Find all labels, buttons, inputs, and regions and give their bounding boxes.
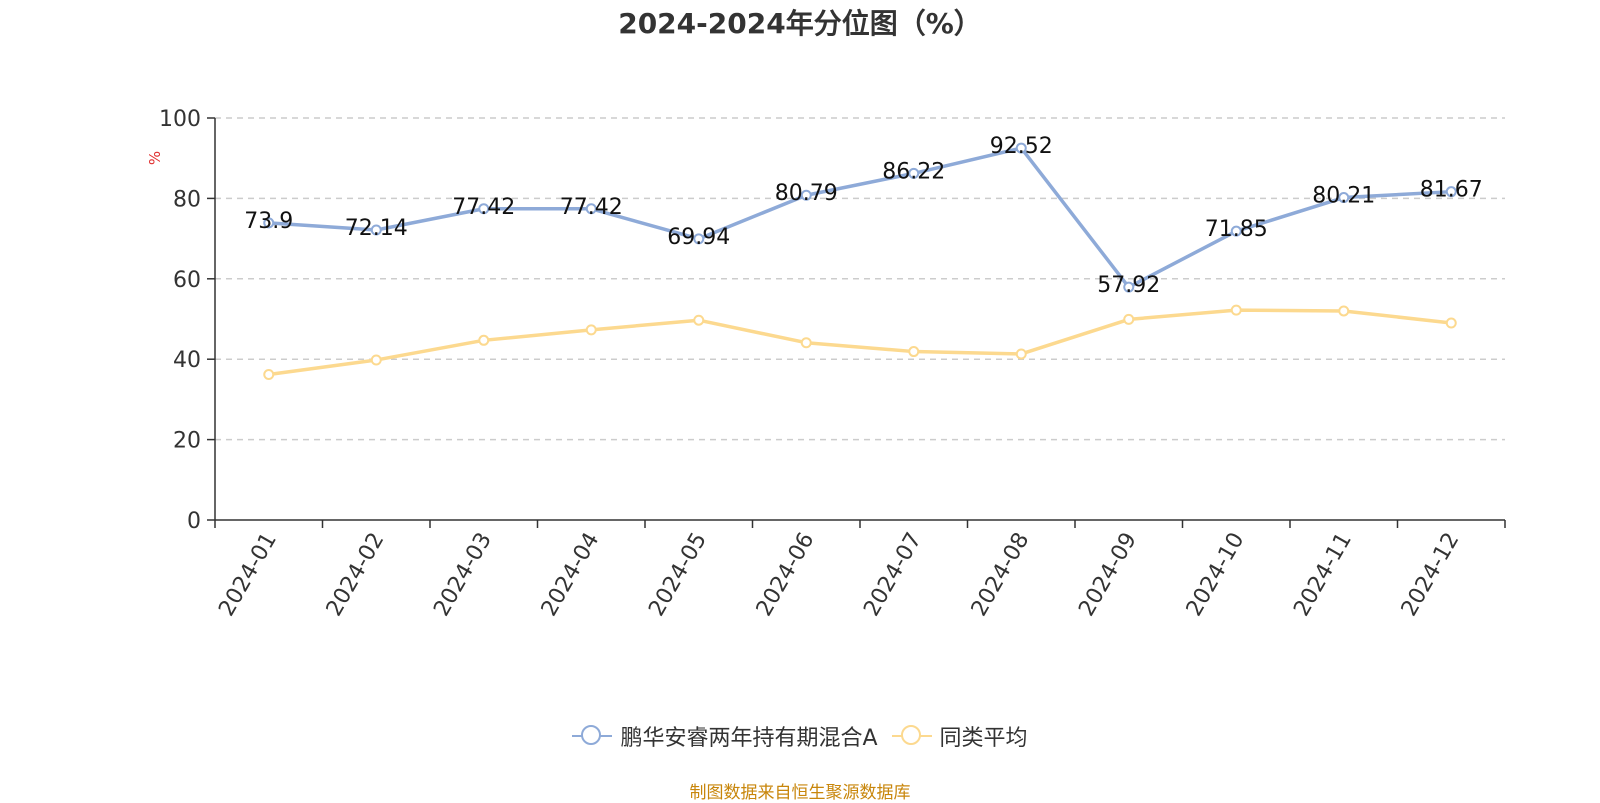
data-label: 80.79 xyxy=(775,181,838,206)
x-tick-label: 2024-07 xyxy=(859,529,927,621)
legend-item-series-1[interactable]: 鹏华安睿两年持有期混合A xyxy=(572,720,878,752)
x-tick-label: 2024-06 xyxy=(752,529,820,621)
y-tick-label: 0 xyxy=(187,509,201,534)
data-point-series-1 xyxy=(478,203,490,215)
data-point-series-1 xyxy=(693,233,705,245)
data-label: 72.14 xyxy=(345,216,408,241)
x-tick-label: 2024-01 xyxy=(214,529,282,621)
data-labels: 73.9 72.14 77.42 77.42 69.94 80.79 86.22 92.52 5… xyxy=(244,134,1482,298)
data-label: 80.21 xyxy=(1312,184,1375,209)
data-point-series-1 xyxy=(1123,281,1135,293)
data-point-series-2 xyxy=(1230,304,1242,316)
grid-lines xyxy=(215,117,1505,441)
data-point-series-2 xyxy=(478,334,490,346)
legend: 鹏华安睿两年持有期混合A 同类平均 xyxy=(0,720,1600,752)
y-tick-label: 20 xyxy=(173,429,201,454)
data-label: 69.94 xyxy=(667,225,730,250)
data-point-series-1 xyxy=(585,203,597,215)
legend-label-series-1: 鹏华安睿两年持有期混合A xyxy=(620,726,878,751)
data-point-series-2 xyxy=(1338,305,1350,317)
data-label: 77.42 xyxy=(452,195,515,220)
x-tick-label: 2024-08 xyxy=(967,529,1035,621)
data-label: 92.52 xyxy=(990,134,1053,159)
x-tick-label: 2024-03 xyxy=(429,529,497,621)
data-point-series-1 xyxy=(908,167,920,179)
data-label: 77.42 xyxy=(560,195,623,220)
y-tick-label: 80 xyxy=(173,187,201,212)
legend-item-series-2[interactable]: 同类平均 xyxy=(891,720,1028,752)
data-point-series-1 xyxy=(1230,225,1242,237)
legend-symbol-series-2 xyxy=(891,721,932,751)
legend-label-series-2: 同类平均 xyxy=(939,726,1028,751)
data-point-series-2 xyxy=(370,354,382,366)
data-label: 81.67 xyxy=(1420,178,1483,203)
x-tick-label: 2024-09 xyxy=(1074,529,1142,621)
data-point-series-2 xyxy=(585,324,597,336)
x-tick-label: 2024-10 xyxy=(1182,529,1250,621)
y-tick-label: 60 xyxy=(173,268,201,293)
x-tick-label: 2024-04 xyxy=(537,529,605,621)
x-tick-label: 2024-02 xyxy=(322,529,390,621)
data-point-series-2 xyxy=(1123,313,1135,325)
data-point-series-1 xyxy=(263,217,275,229)
x-tick-label: 2024-11 xyxy=(1289,529,1357,621)
series-line-2 xyxy=(268,308,1452,377)
data-point-series-1 xyxy=(1015,142,1027,154)
data-point-series-1 xyxy=(800,189,812,201)
x-tick-label: 2024-12 xyxy=(1397,529,1465,621)
data-point-series-1 xyxy=(1445,186,1457,198)
data-label: 57.92 xyxy=(1097,273,1160,298)
data-point-series-2 xyxy=(263,368,275,380)
x-tick-label: 2024-05 xyxy=(644,529,712,621)
data-label: 73.9 xyxy=(244,209,293,234)
series xyxy=(263,142,1457,380)
source-footer: 制图数据来自恒生聚源数据库 xyxy=(689,783,911,803)
data-point-series-1 xyxy=(1338,192,1350,204)
data-point-series-2 xyxy=(908,346,920,358)
series-line-1 xyxy=(268,146,1452,289)
chart-title: 2024-2024年分位图（%） xyxy=(618,7,982,40)
data-point-series-2 xyxy=(1445,317,1457,329)
data-point-series-2 xyxy=(800,337,812,349)
legend-symbol-series-1 xyxy=(572,721,613,751)
data-label: 86.22 xyxy=(882,159,945,184)
line-chart: 0 20 40 60 80 100% 2024-01 2024-02 2024-03 2024-0… xyxy=(146,107,1506,621)
y-tick-label: 40 xyxy=(173,348,201,373)
y-axis-unit-label: % xyxy=(146,151,164,165)
data-point-series-1 xyxy=(370,224,382,236)
y-tick-label: 100 xyxy=(159,107,201,132)
data-label: 71.85 xyxy=(1205,217,1268,242)
data-point-series-2 xyxy=(1015,348,1027,360)
data-point-series-2 xyxy=(693,314,705,326)
